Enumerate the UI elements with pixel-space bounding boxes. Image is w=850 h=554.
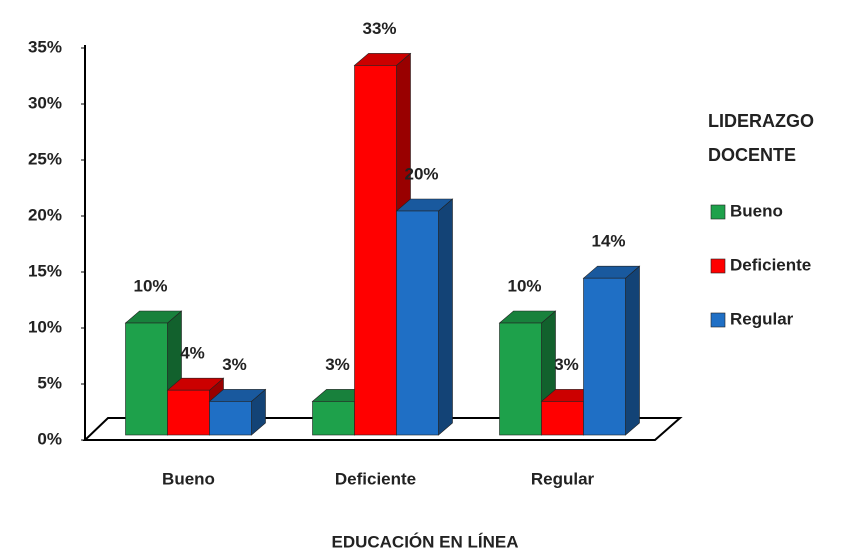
- bar: [167, 389, 210, 436]
- bar: [541, 401, 584, 436]
- legend-title: LIDERAZGO DOCENTE: [708, 111, 814, 165]
- value-label: 20%: [404, 164, 438, 183]
- bar: [312, 401, 355, 436]
- bar: [396, 210, 439, 436]
- legend-swatch: [710, 258, 726, 274]
- legend-label: Bueno: [730, 201, 783, 220]
- x-axis-title: EDUCACIÓN EN LÍNEA: [331, 532, 518, 551]
- y-tick-label: 5%: [37, 373, 62, 392]
- legend-label: Deficiente: [730, 255, 811, 274]
- legend-swatch: [710, 204, 726, 220]
- bar-side: [625, 265, 640, 436]
- legend-swatch: [710, 312, 726, 328]
- y-tick-label: 0%: [37, 429, 62, 448]
- y-tick-label: 25%: [28, 149, 62, 168]
- y-tick-label: 20%: [28, 205, 62, 224]
- value-label: 3%: [222, 355, 247, 374]
- y-tick-label: 10%: [28, 317, 62, 336]
- bar: [125, 322, 168, 436]
- value-label: 10%: [133, 276, 167, 295]
- value-label: 33%: [362, 19, 396, 38]
- y-tick-label: 15%: [28, 261, 62, 280]
- x-tick-label: Regular: [531, 469, 595, 488]
- y-tick-label: 30%: [28, 93, 62, 112]
- value-label: 3%: [325, 355, 350, 374]
- x-tick-label: Bueno: [162, 469, 215, 488]
- value-label: 10%: [507, 276, 541, 295]
- x-tick-label: Deficiente: [335, 469, 416, 488]
- bar: [499, 322, 542, 436]
- legend-label: Regular: [730, 309, 794, 328]
- bar: [583, 277, 626, 436]
- value-label: 4%: [180, 344, 205, 363]
- bar-side: [438, 198, 453, 436]
- value-label: 3%: [554, 355, 579, 374]
- bar: [209, 401, 252, 436]
- y-tick-label: 35%: [28, 37, 62, 56]
- value-label: 14%: [591, 232, 625, 251]
- bar: [354, 65, 397, 436]
